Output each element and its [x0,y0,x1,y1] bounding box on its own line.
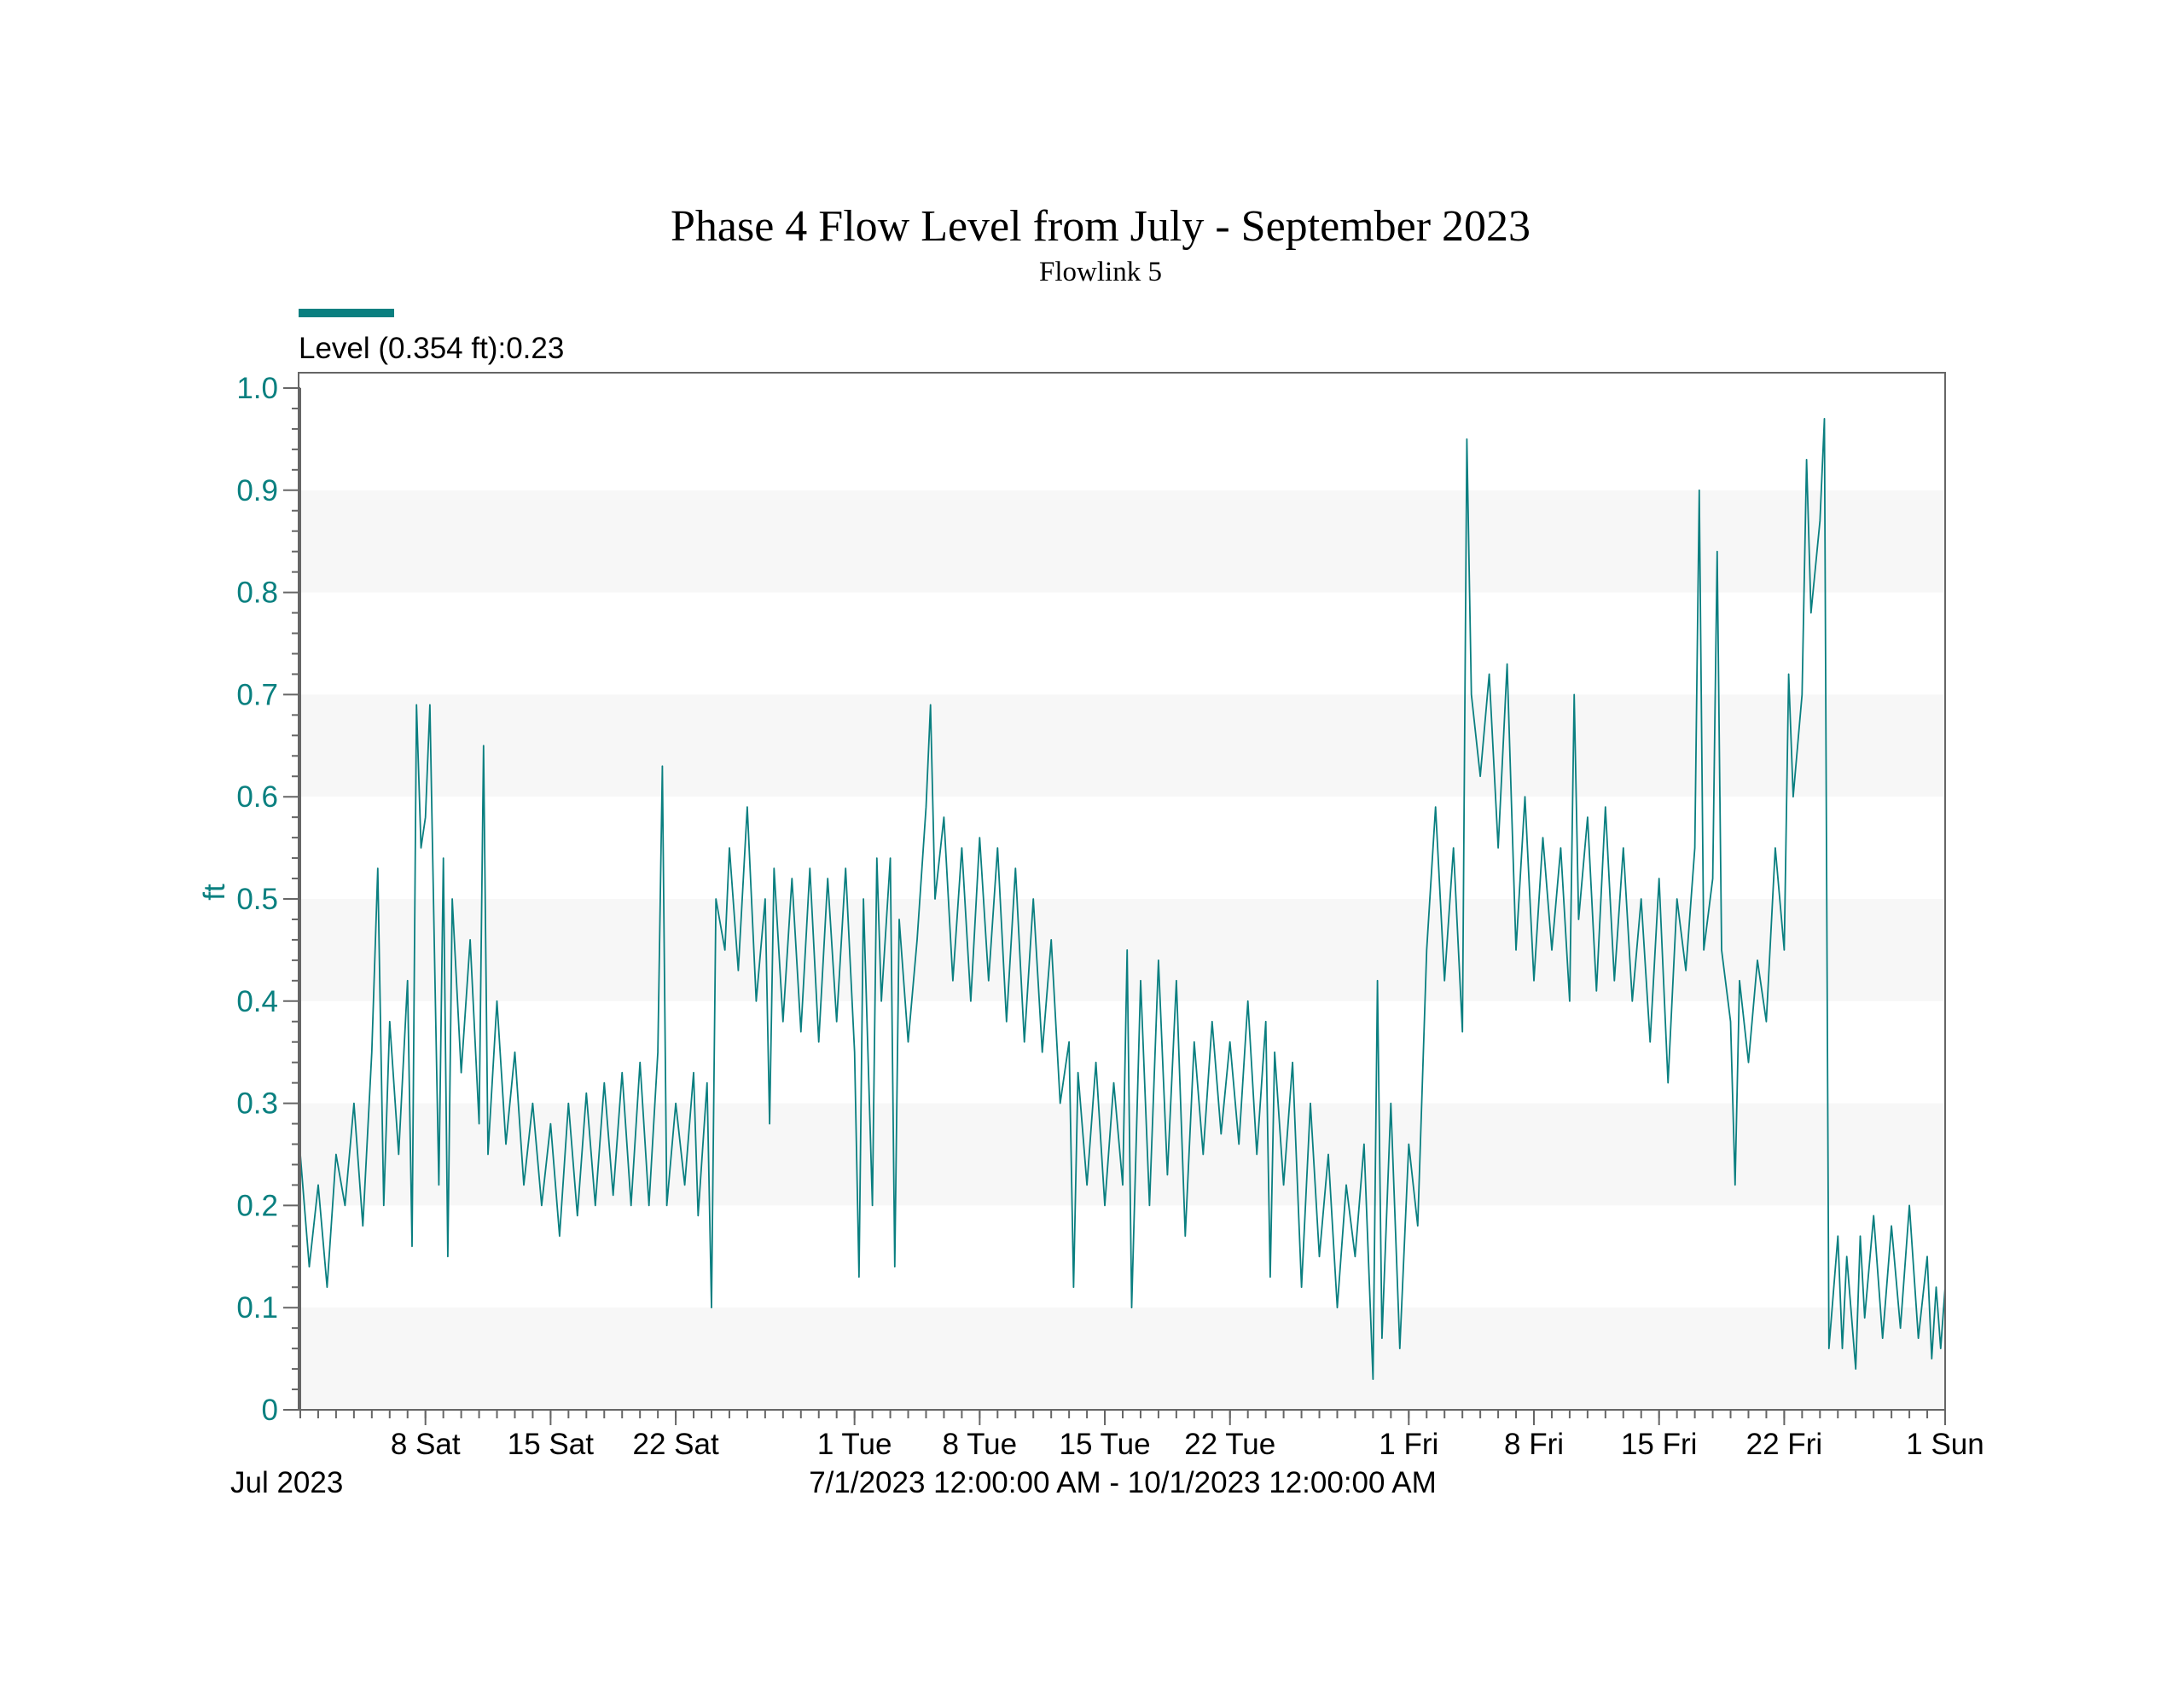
y-tick-label: 0.8 [236,577,278,610]
y-tick-label: 0.5 [236,883,278,916]
x-tick-label: 15 Tue [1060,1428,1151,1461]
y-tick-label: 0.3 [236,1087,278,1121]
x-tick-label: 22 Fri [1746,1428,1822,1461]
x-tick-label: 1 Fri [1379,1428,1438,1461]
legend-swatch [299,309,394,317]
x-tick-label: 8 Tue [943,1428,1018,1461]
y-tick-label: 1.0 [236,372,278,405]
series-line-level [299,418,1946,1380]
grid-bands [300,490,1945,1410]
x-tick-label: 1 Sun [1906,1428,1984,1461]
y-tick-label: 0 [262,1394,278,1427]
y-tick-label: 0.9 [236,474,278,507]
x-tick-label: 8 Fri [1504,1428,1564,1461]
grid-band [300,899,1945,1001]
x-axis-range-label: 7/1/2023 12:00:00 AM - 10/1/2023 12:00:0… [809,1466,1437,1499]
chart-subtitle: Flowlink 5 [1039,257,1162,287]
y-tick-label: 0.4 [236,985,278,1018]
y-tick-label: 0.1 [236,1291,278,1325]
y-tick-label: 0.6 [236,780,278,814]
x-axis: 8 Sat 15 Sat 22 Sat 1 Tue 8 Tue 15 Tue 22 Tue 1… [299,1410,1984,1461]
x-tick-label: 8 Sat [391,1428,461,1461]
chart-title: Phase 4 Flow Level from July - September… [671,202,1531,251]
x-tick-label: 1 Tue [817,1428,892,1461]
y-axis: 0 0.1 0.2 0.3 0.4 0.5 0.6 0.7 0.8 0.9 1.0 [236,372,301,1427]
x-tick-label: 15 Fri [1621,1428,1697,1461]
x-axis-month-label: Jul 2023 [230,1466,343,1499]
grid-band [300,490,1945,593]
legend-label: Level (0.354 ft):0.23 [299,332,564,365]
y-axis-label: ft [198,884,231,901]
x-tick-label: 15 Sat [508,1428,594,1461]
grid-band [300,694,1945,797]
series-level [299,418,1946,1380]
y-tick-label: 0.7 [236,678,278,711]
x-tick-label: 22 Sat [632,1428,718,1461]
y-tick-label: 0.2 [236,1189,278,1222]
grid-band [300,1307,1945,1410]
x-tick-label: 22 Tue [1184,1428,1275,1461]
